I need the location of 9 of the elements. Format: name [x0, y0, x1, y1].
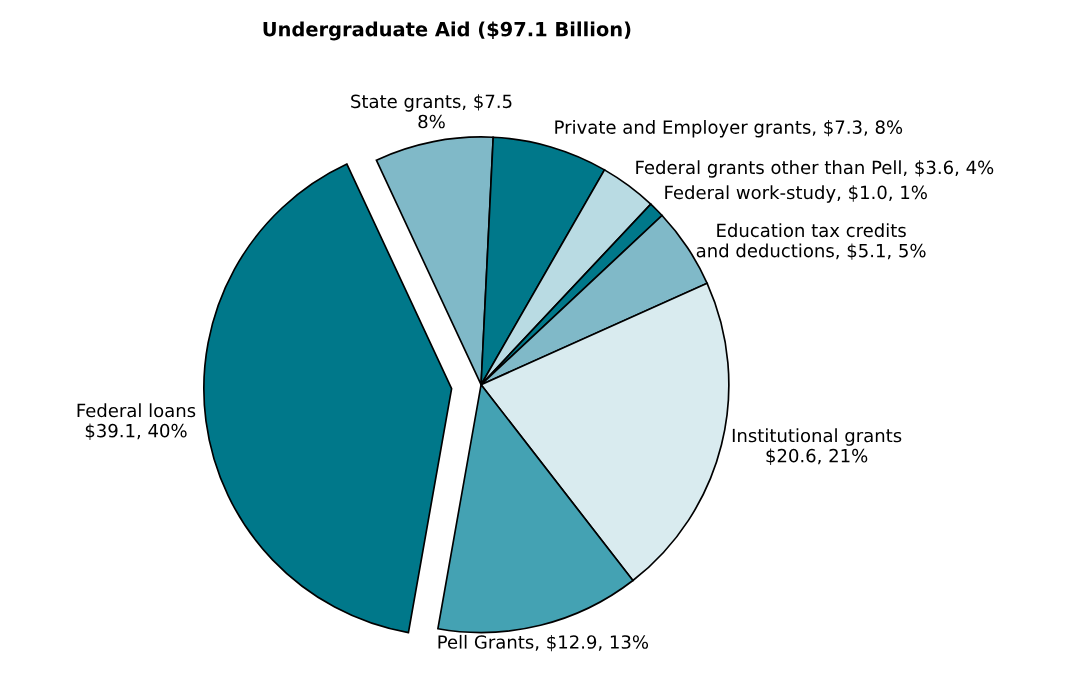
slice-label: State grants, $7.5 8% — [351, 94, 512, 129]
chart-title: Undergraduate Aid ($97.1 Billion) — [263, 21, 631, 41]
slice-label: Federal work-study, $1.0, 1% — [665, 185, 927, 203]
slice-label: Education tax credits and deductions, $5.1, 5% — [696, 223, 926, 260]
slice-label: Federal loans $39.1, 40% — [77, 403, 196, 440]
slice-label: Pell Grants, $12.9, 13% — [438, 634, 649, 652]
slice-label: Institutional grants $20.6, 21% — [732, 428, 902, 465]
slice-label: Federal grants other than Pell, $3.6, 4% — [636, 160, 994, 178]
slice-label: Private and Employer grants, $7.3, 8% — [555, 119, 903, 138]
